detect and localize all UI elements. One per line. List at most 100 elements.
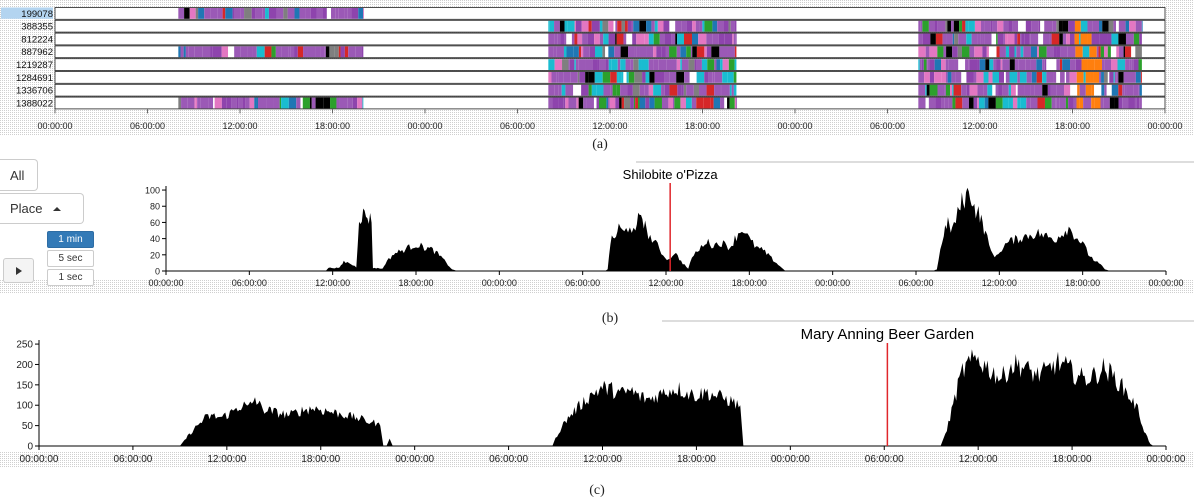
timeline-segment [1017,33,1021,45]
timeline-segment [1005,72,1010,83]
timeline-segment [718,33,725,45]
timeline-segment [587,33,595,45]
timeline-segment [1135,46,1142,58]
timeline-segment [187,97,195,109]
panel-c-axis-band [0,451,1194,467]
timeline-segment [1111,33,1119,45]
y-tick-label: 200 [16,360,33,371]
place-dropdown[interactable]: Place [0,193,84,224]
timeline-segment [338,8,345,19]
timeline-segment [961,46,970,58]
timeline-segment [976,72,984,83]
timeline-segment [1093,72,1100,83]
x-tick-label: 00:00:00 [815,278,850,288]
resolution-1-min-button[interactable]: 1 min [47,231,94,248]
timeline-segment [1046,46,1054,58]
timeline-segment [1030,84,1035,96]
timeline-segment [661,46,666,58]
timeline-segment [966,72,974,83]
timeline-segment [984,33,992,45]
timeline-segment [674,97,681,109]
timeline-segment [1002,84,1009,96]
timeline-segment [947,72,952,83]
timeline-segment [616,33,624,45]
timeline-segment [946,72,948,83]
timeline-segment [1056,59,1060,70]
timeline-segment [710,97,714,109]
timeline-segment [734,59,737,70]
selected-row-highlight [1,7,53,19]
resolution-5-sec-button[interactable]: 5 sec [47,250,94,267]
play-button[interactable] [3,258,34,283]
timeline-segment [569,59,575,70]
timeline-segment [570,72,578,83]
timeline-segment [323,97,331,109]
timeline-segment [1068,20,1075,32]
timeline-segment [945,84,951,96]
x-tick-label: 00:00:00 [148,278,183,288]
timeline-segment [556,72,559,83]
timeline-segment [623,33,627,45]
x-tick-label: 18:00:00 [1053,454,1092,465]
timeline-segment [661,97,669,109]
timeline-segment [996,46,1000,58]
timeline-segment [971,33,978,45]
timeline-segment [586,97,594,109]
timeline-segment [702,20,705,32]
timeline-segment [645,72,650,83]
timeline-segment [985,59,990,70]
timeline-segment [614,46,621,58]
caption-a: (a) [592,137,608,152]
y-tick-label: 150 [16,380,33,391]
timeline-segment [1070,84,1078,96]
timeline-segment [599,20,603,32]
resolution-1-sec-button[interactable]: 1 sec [47,269,94,286]
timeline-segment [996,33,998,45]
timeline-segment [654,97,662,109]
timeline-segment [716,59,721,70]
timeline-segment [653,59,659,70]
timeline-segment [1019,72,1027,83]
timeline-segment [620,46,628,58]
timeline-row: 1219287 [16,58,1166,71]
timeline-segment [1103,97,1110,109]
timeline-segment [1131,46,1136,58]
timeline-segment [1005,46,1010,58]
timeline-segment [630,97,634,109]
timeline-segment [552,97,559,109]
timeline-segment [1030,33,1039,45]
timeline-segment [661,84,665,96]
timeline-segment [999,46,1006,58]
timeline-segment [1126,84,1134,96]
timeline-segment [991,33,997,45]
timeline-segment [558,72,564,83]
timeline-segment [330,97,337,109]
timeline-segment [560,33,565,45]
timeline-segment [563,46,567,58]
timeline-segment [937,20,946,32]
timeline-segment [184,8,190,19]
timeline-segment [992,84,996,96]
timeline-segment [178,97,182,109]
timeline-segment [1107,72,1110,83]
timeline-segment [1091,33,1096,45]
timeline-segment [1129,59,1132,70]
timeline-segment [925,84,927,96]
timeline-segment [1069,72,1077,83]
y-tick-label: 100 [145,186,160,196]
timeline-segment [1122,97,1129,109]
timeline-segment [701,59,708,70]
timeline-segment [1129,20,1136,32]
timeline-segment [1118,33,1126,45]
timeline-segment [602,46,606,58]
timeline-segment [1020,97,1027,109]
timeline-segment [339,97,348,109]
timeline-row: 1388022 [16,96,1166,109]
all-button[interactable]: All [0,159,38,191]
timeline-segment [566,46,574,58]
timeline-segment [255,8,263,19]
timeline-segment [1141,20,1143,32]
timeline-segment [683,84,687,96]
timeline-segment [585,72,589,83]
